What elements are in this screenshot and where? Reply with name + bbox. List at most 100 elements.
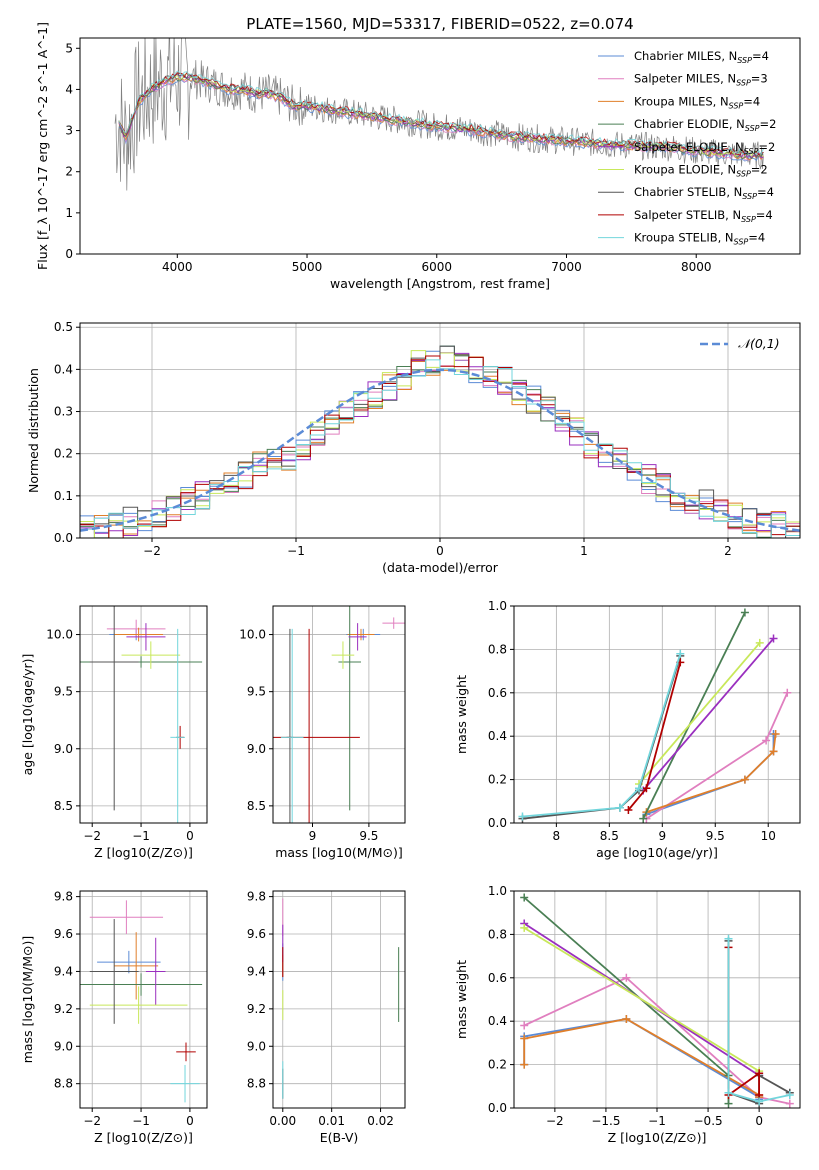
y-axis-label: mass weight (454, 960, 469, 1039)
weight-marker (740, 775, 749, 784)
weight-marker (724, 1099, 733, 1108)
y-tick-label: 3 (65, 124, 73, 138)
legend-value: =4 (748, 231, 765, 245)
y-tick-label: 5 (65, 41, 73, 55)
panel-age-vs-Z: −2 −1 0 8.5 9.0 9.5 10.0 Z [log10(Z/Z⊙)] age [lo… (20, 605, 208, 860)
x-tick-label: 9 (658, 829, 666, 843)
legend-subscript: SSP (744, 147, 759, 156)
y-tick-label: 1.0 (488, 599, 507, 613)
x-tick-label: −0.5 (694, 1114, 723, 1128)
weight-line (522, 655, 682, 820)
axes-frame (79, 37, 801, 255)
legend-subscript: SSP (729, 101, 744, 110)
x-tick-label: 9.5 (359, 829, 378, 843)
gaussian-legend-label: 𝒩(0,1) (738, 336, 780, 351)
y-tick-label: 10.0 (239, 628, 266, 642)
axes-frame (513, 890, 801, 1109)
legend-label: Kroupa STELIB, NSSP=4 (634, 231, 765, 247)
weight-marker (724, 1088, 733, 1097)
y-tick-label: 9.0 (247, 1039, 266, 1053)
model-series-line (118, 76, 764, 161)
legend-subscript: SSP (734, 238, 749, 247)
y-axis-label: age [log10(age/yr)] (20, 654, 35, 776)
weight-line (523, 976, 790, 1105)
x-tick-label: 0.02 (367, 1114, 394, 1128)
plot-area (514, 606, 800, 823)
y-tick-label: 8.8 (54, 1077, 73, 1091)
model-series-line (118, 70, 764, 156)
weight-marker (769, 634, 778, 643)
y-tick-label: 0.8 (488, 927, 507, 941)
axes-frame (272, 605, 406, 824)
weight-marker (642, 784, 651, 793)
x-tick-label: −2 (83, 1114, 101, 1128)
legend-label: Chabrier MILES, NSSP=4 (634, 49, 769, 65)
legend-value: =2 (751, 163, 768, 177)
x-tick-label: 8.5 (600, 829, 619, 843)
x-tick-label: 9 (309, 829, 317, 843)
x-tick-label: 0.01 (318, 1114, 345, 1128)
y-tick-label: 8.8 (247, 1077, 266, 1091)
y-tick-label: 0.2 (488, 1058, 507, 1072)
x-tick-label: −1 (132, 1114, 150, 1128)
x-tick-label: −1.5 (591, 1114, 620, 1128)
x-tick-label: 1 (580, 544, 588, 558)
y-tick-label: 0 (65, 247, 73, 261)
x-tick-label: −2 (143, 544, 161, 558)
axes-frame (272, 890, 406, 1109)
histogram-step (80, 359, 800, 538)
panel-mass-vs-ebv: 0.00 0.01 0.02 8.8 9.0 9.2 9.4 9.6 9.8 E(B-V) (247, 890, 406, 1145)
x-axis-label: age [log10(age/yr)] (596, 845, 718, 860)
x-tick-label: 5000 (292, 260, 323, 274)
weight-marker (634, 784, 643, 793)
x-tick-label: −1 (648, 1114, 666, 1128)
y-tick-label: 9.0 (54, 1039, 73, 1053)
x-axis-label: Z [log10(Z/Z⊙)] (94, 845, 193, 860)
y-tick-label: 1 (65, 206, 73, 220)
panel-mass-weight-vs-age: 8 8.5 9 9.5 10 0.0 0.2 0.4 0.6 0.8 1.0 age [log10(a… (454, 599, 801, 860)
legend-subscript: SSP (741, 215, 756, 224)
x-tick-label: 10 (761, 829, 776, 843)
y-tick-label: 0.2 (488, 773, 507, 787)
legend-value: =3 (751, 72, 768, 86)
legend-subscript: SSP (737, 56, 752, 65)
x-axis-label: Z [log10(Z/Z⊙)] (608, 1130, 707, 1145)
weight-line (642, 637, 775, 792)
y-tick-label: 0.1 (54, 489, 73, 503)
plot-area (114, 38, 764, 191)
y-tick-label: 9.4 (54, 964, 73, 978)
weight-marker (622, 973, 631, 982)
x-tick-label: 6000 (421, 260, 452, 274)
y-tick-label: 10.0 (46, 628, 73, 642)
weight-marker (518, 812, 527, 821)
plot-area (80, 891, 207, 1108)
weight-marker (769, 747, 778, 756)
y-tick-label: 1.0 (488, 884, 507, 898)
x-tick-label: −1 (287, 544, 305, 558)
model-series-line (118, 74, 764, 160)
legend-label: Kroupa ELODIE, NSSP=2 (634, 163, 768, 179)
panel-mass-vs-Z: −2 −1 0 8.8 9.0 9.2 9.4 9.6 9.8 Z [log10(Z/Z⊙)] ma… (20, 890, 208, 1145)
legend-label: Salpeter STELIB, NSSP=4 (634, 208, 773, 224)
weight-marker (755, 1069, 764, 1078)
model-series-line (118, 73, 764, 159)
weight-marker (771, 730, 780, 739)
weight-line (638, 642, 761, 785)
x-axis-label: wavelength [Angstrom, rest frame] (330, 276, 550, 291)
y-tick-label: 9.2 (54, 1002, 73, 1016)
legend-value: =4 (752, 49, 769, 63)
weight-marker (639, 814, 648, 823)
y-tick-label: 9.4 (247, 964, 266, 978)
panel-age-vs-mass: 9 9.5 8.5 9.0 9.5 10.0 mass [log10(M/M⊙)] (239, 605, 406, 860)
legend-subscript: SSP (745, 124, 760, 133)
legend-value: =4 (743, 94, 760, 108)
legend-value: =4 (757, 185, 774, 199)
weight-line (646, 733, 777, 813)
y-tick-label: 9.5 (54, 685, 73, 699)
axes-frame (79, 890, 208, 1109)
legend-value: =2 (758, 140, 775, 154)
x-axis-label: E(B-V) (320, 1130, 359, 1145)
x-tick-label: 8 (553, 829, 561, 843)
weight-marker (785, 1090, 794, 1099)
model-series-line (118, 72, 764, 158)
